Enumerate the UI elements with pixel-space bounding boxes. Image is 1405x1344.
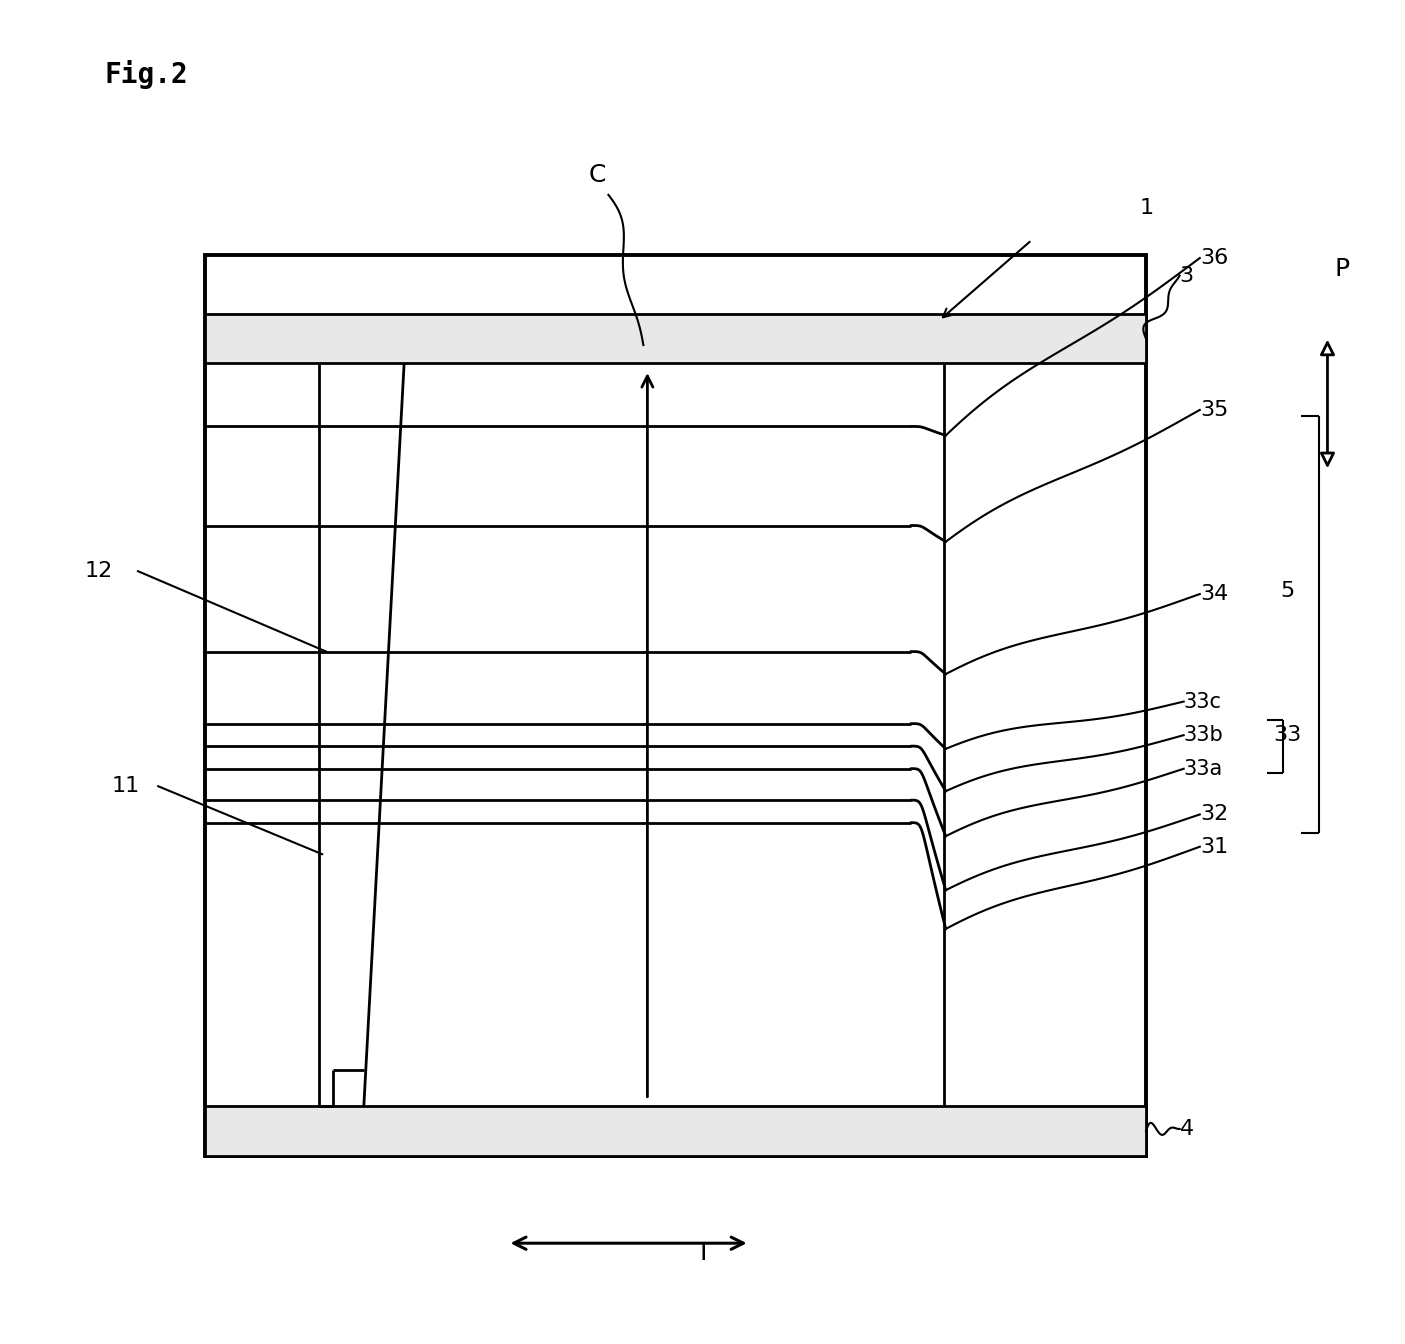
Text: 33a: 33a bbox=[1183, 759, 1222, 778]
Bar bbox=[205, 1106, 1146, 1156]
Text: 33: 33 bbox=[1274, 726, 1302, 745]
Text: C: C bbox=[589, 163, 606, 187]
Text: 1: 1 bbox=[1139, 199, 1154, 218]
Text: 33b: 33b bbox=[1183, 726, 1224, 745]
Text: 11: 11 bbox=[111, 777, 139, 796]
Text: 3: 3 bbox=[1180, 266, 1194, 285]
Text: 31: 31 bbox=[1200, 837, 1228, 856]
Text: 36: 36 bbox=[1200, 249, 1228, 267]
Text: P: P bbox=[1335, 257, 1349, 281]
Text: 35: 35 bbox=[1200, 401, 1228, 419]
Bar bbox=[205, 255, 1146, 1156]
Text: 4: 4 bbox=[1180, 1120, 1194, 1138]
Text: 33c: 33c bbox=[1183, 692, 1222, 711]
Text: Fig.2: Fig.2 bbox=[104, 60, 188, 90]
Text: 5: 5 bbox=[1280, 582, 1294, 601]
Bar bbox=[205, 314, 1146, 363]
Text: 12: 12 bbox=[84, 562, 112, 581]
Text: 32: 32 bbox=[1200, 805, 1228, 824]
Text: 34: 34 bbox=[1200, 585, 1228, 603]
Text: T: T bbox=[695, 1241, 711, 1265]
